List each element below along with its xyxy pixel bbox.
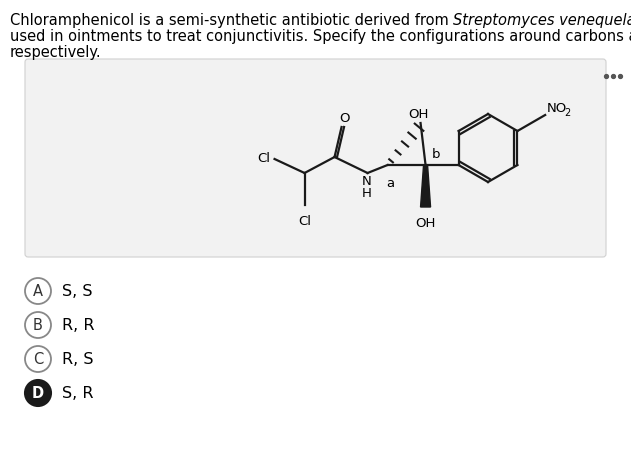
Text: B: B (33, 317, 43, 332)
Text: Streptomyces venequelae: Streptomyces venequelae (454, 13, 631, 28)
Circle shape (25, 346, 51, 372)
Text: A: A (33, 283, 43, 298)
Text: H: H (362, 187, 372, 200)
Text: Cl: Cl (298, 215, 311, 228)
Text: R, S: R, S (62, 351, 93, 366)
Text: O: O (339, 112, 350, 124)
Circle shape (25, 278, 51, 304)
Text: N: N (362, 175, 372, 188)
Text: S, S: S, S (62, 283, 93, 298)
Text: OH: OH (408, 108, 428, 120)
Text: used in ointments to treat conjunctivitis. Specify the configurations around car: used in ointments to treat conjunctiviti… (10, 29, 631, 44)
Text: respectively.: respectively. (10, 45, 102, 60)
Text: OH: OH (415, 217, 436, 230)
Text: NO: NO (547, 103, 567, 115)
Text: S, R: S, R (62, 385, 93, 400)
Text: a: a (387, 177, 394, 190)
Text: 2: 2 (564, 108, 570, 118)
Text: Chloramphenicol is a semi-synthetic antibiotic derived from: Chloramphenicol is a semi-synthetic anti… (10, 13, 454, 28)
Text: C: C (33, 351, 43, 366)
Text: Cl: Cl (257, 152, 270, 164)
Polygon shape (420, 165, 430, 207)
Text: D: D (32, 385, 44, 400)
Circle shape (25, 380, 51, 406)
FancyBboxPatch shape (25, 59, 606, 257)
Text: b: b (432, 148, 440, 162)
Text: R, R: R, R (62, 317, 95, 332)
Circle shape (25, 312, 51, 338)
